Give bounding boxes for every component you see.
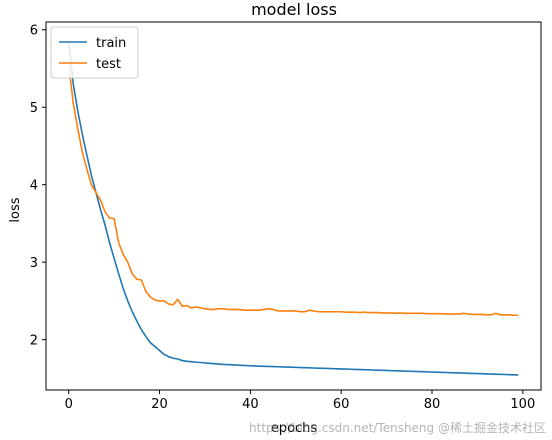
chart-title: model loss xyxy=(251,0,337,19)
watermark-badge: @稀土掘金技术社区 xyxy=(437,421,546,435)
y-tick-label: 6 xyxy=(30,24,38,39)
x-tick-label: 0 xyxy=(65,397,73,412)
x-axis-label: epochs xyxy=(271,421,318,436)
y-tick-label: 4 xyxy=(30,179,38,194)
y-tick-label: 2 xyxy=(30,334,38,349)
x-tick-label: 80 xyxy=(424,397,441,412)
y-tick-label: 5 xyxy=(30,101,38,116)
x-tick-label: 100 xyxy=(510,397,535,412)
watermark-url: https://blog.csdn.net/Tensheng xyxy=(249,421,435,435)
plot-area: 0 20 40 60 80 100 2 3 4 5 6 xyxy=(30,21,542,412)
watermark: https://blog.csdn.net/Tensheng @稀土掘金技术社区 xyxy=(249,419,546,436)
x-axis-ticks: 0 20 40 60 80 100 xyxy=(65,390,535,412)
legend-box xyxy=(50,26,139,79)
x-tick-label: 40 xyxy=(242,397,259,412)
y-axis-ticks: 2 3 4 5 6 xyxy=(30,24,46,349)
x-tick-label: 20 xyxy=(151,397,168,412)
y-axis-label: loss xyxy=(8,197,23,222)
legend: train test xyxy=(50,26,139,79)
legend-label-test: test xyxy=(96,57,121,72)
x-tick-label: 60 xyxy=(333,397,350,412)
y-tick-label: 3 xyxy=(30,256,38,271)
series-line-train xyxy=(67,41,519,376)
series-line-test xyxy=(67,64,519,317)
plot-frame xyxy=(45,21,542,391)
series-layer xyxy=(67,41,519,376)
legend-label-train: train xyxy=(96,36,126,51)
